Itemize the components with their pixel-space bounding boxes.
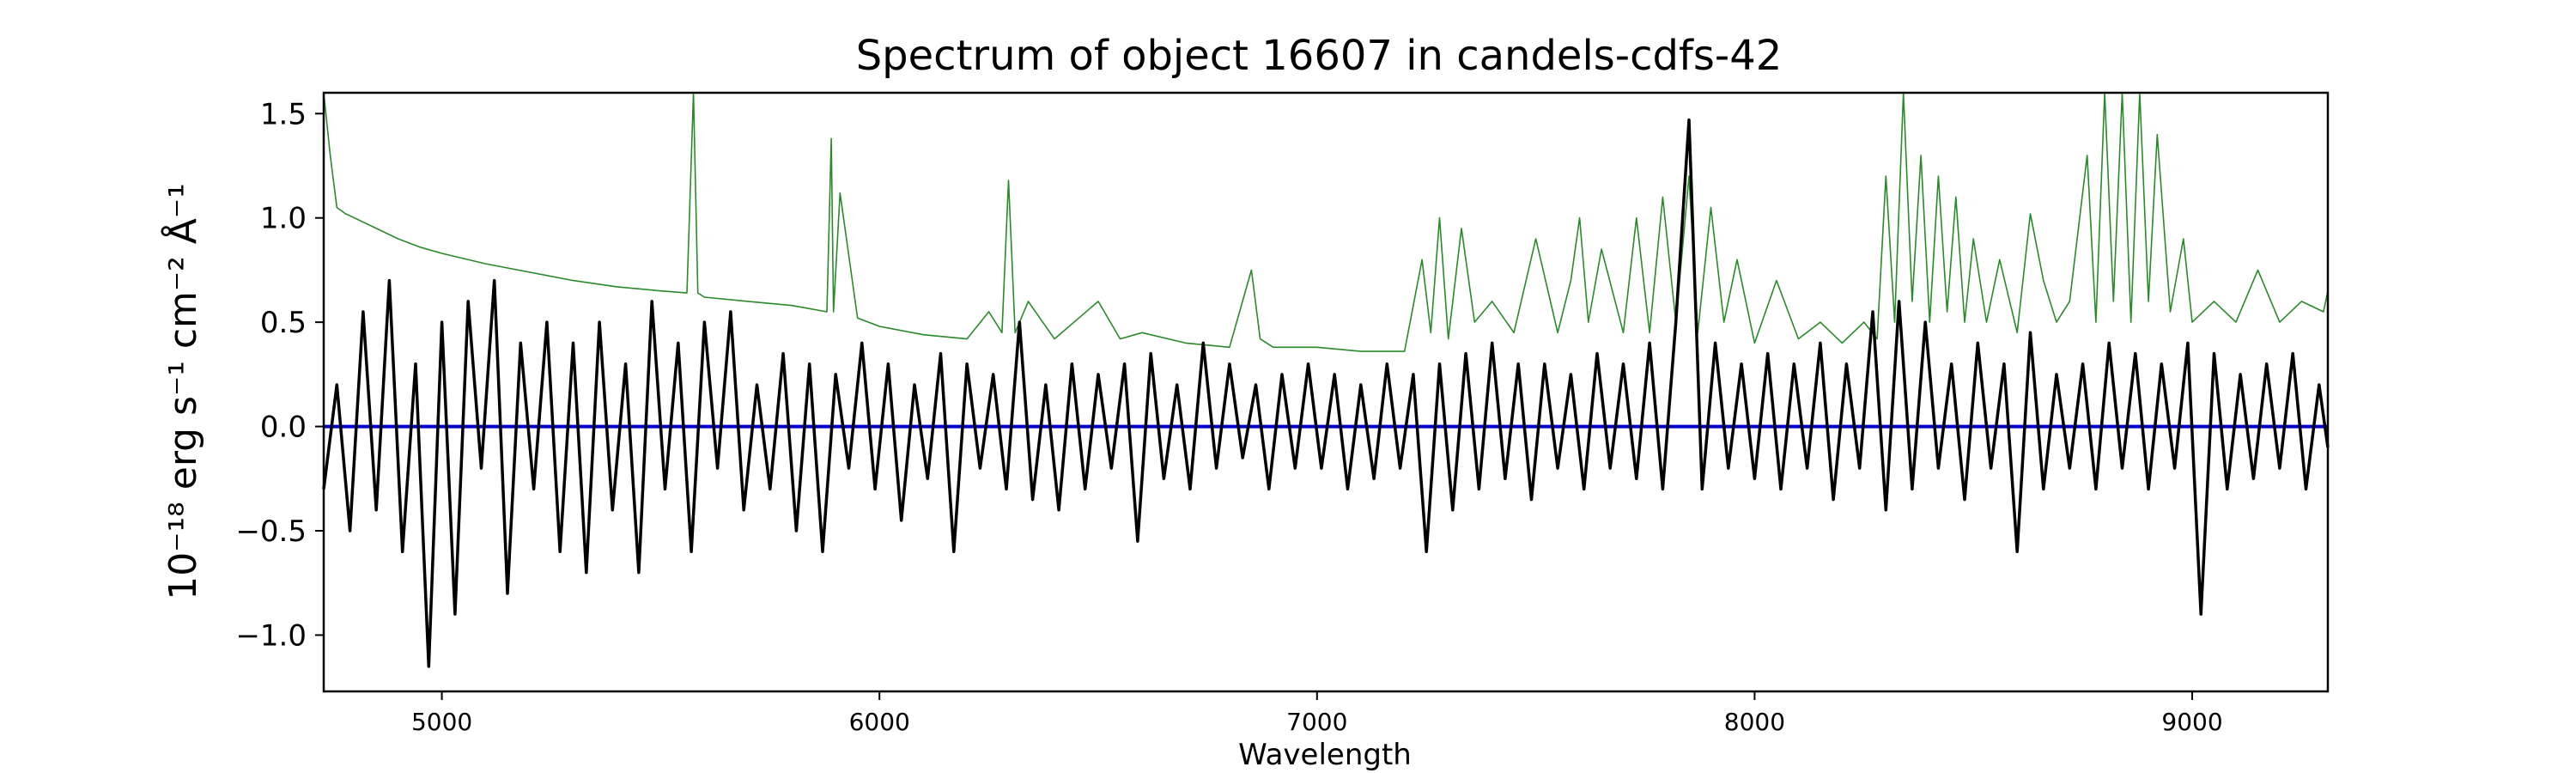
- y-tick-label: −1.0: [235, 618, 307, 653]
- y-axis-ticks: −1.0 −0.5 0.0 0.5 1.0 1.5: [235, 97, 324, 653]
- x-tick-label: 8000: [1724, 708, 1785, 736]
- y-tick-label: −0.5: [235, 514, 307, 549]
- series-error-line: [323, 92, 2329, 352]
- y-tick-label: 0.0: [260, 411, 307, 445]
- y-axis-label: 10⁻¹⁸ erg s⁻¹ cm⁻² Å⁻¹: [160, 183, 205, 600]
- x-tick-label: 5000: [411, 708, 472, 736]
- x-tick-label: 6000: [849, 708, 910, 736]
- plot-frame: [322, 91, 2330, 693]
- series-flux-line: [322, 118, 2330, 668]
- x-tick-label: 9000: [2161, 708, 2222, 736]
- y-tick-label: 0.5: [260, 306, 307, 340]
- x-tick-label: 7000: [1286, 708, 1347, 736]
- x-axis-ticks: 5000 6000 7000 8000 9000: [411, 691, 2223, 736]
- series-layer: [322, 92, 2330, 668]
- x-axis-label: Wavelength: [1238, 738, 1412, 772]
- y-tick-label: 1.5: [260, 97, 307, 131]
- chart-title: Spectrum of object 16607 in candels-cdfs…: [856, 32, 1783, 80]
- y-tick-label: 1.0: [260, 202, 307, 236]
